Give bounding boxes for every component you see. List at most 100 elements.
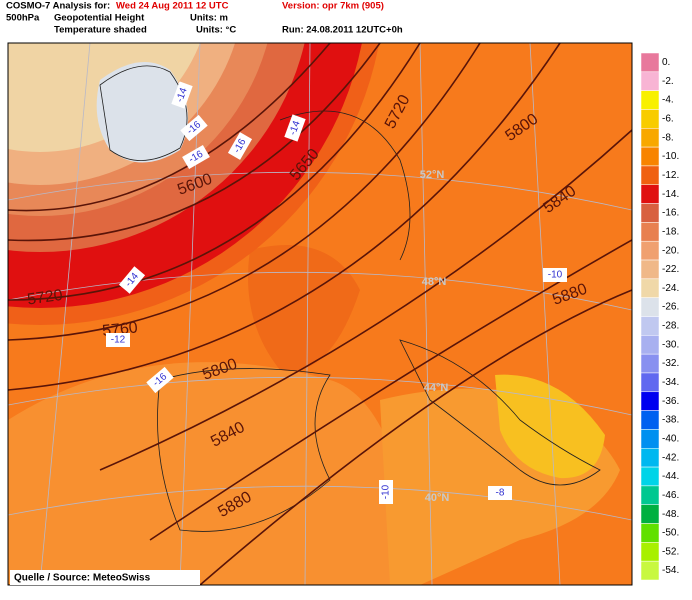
level: 500hPa bbox=[6, 13, 40, 24]
temperature-label: -16 bbox=[227, 132, 253, 160]
legend-label: -28. bbox=[662, 321, 679, 332]
legend-swatch bbox=[640, 71, 660, 91]
legend-swatch bbox=[640, 278, 660, 298]
temperature-label-bg bbox=[106, 333, 130, 347]
legend-label: -8. bbox=[662, 132, 674, 143]
map bbox=[8, 43, 632, 585]
legend-swatch bbox=[640, 297, 660, 317]
legend-swatch bbox=[640, 128, 660, 148]
temperature-label: -10 bbox=[543, 268, 567, 282]
legend-label: -34. bbox=[662, 377, 679, 388]
temperature-label-text: -14 bbox=[174, 86, 189, 104]
temperature-label: -16 bbox=[180, 114, 208, 142]
temperature-label: -14 bbox=[284, 114, 306, 142]
legend-swatch bbox=[640, 429, 660, 449]
legend-swatch bbox=[640, 523, 660, 543]
legend-label: -52. bbox=[662, 546, 679, 557]
temperature-label-bg bbox=[146, 366, 174, 394]
legend-label: -36. bbox=[662, 396, 679, 407]
legend-label: -18. bbox=[662, 226, 679, 237]
legend-label: 0. bbox=[662, 57, 670, 68]
legend-label: -38. bbox=[662, 415, 679, 426]
legend-swatch bbox=[640, 542, 660, 562]
temperature-label-bg bbox=[171, 81, 193, 109]
legend-swatch bbox=[640, 184, 660, 204]
legend-label: -6. bbox=[662, 114, 674, 125]
legend-swatch bbox=[640, 448, 660, 468]
legend-label: -40. bbox=[662, 433, 679, 444]
temperature-label: -16 bbox=[146, 366, 174, 394]
source-bg bbox=[10, 570, 200, 585]
temperature-label: -14 bbox=[118, 266, 146, 294]
map-frame bbox=[7, 42, 633, 586]
temperature-label-bg bbox=[180, 114, 208, 142]
legend-label: -20. bbox=[662, 245, 679, 256]
height-label: 5720 bbox=[26, 287, 64, 309]
legend-label: -50. bbox=[662, 528, 679, 539]
legend-swatch bbox=[640, 240, 660, 261]
legend-swatch bbox=[640, 109, 660, 129]
latitude-label: 44°N bbox=[424, 382, 449, 394]
legend-label: -54. bbox=[662, 565, 679, 576]
legend-label: -14. bbox=[662, 189, 679, 200]
temperature-label-bg bbox=[227, 132, 253, 160]
legend-label: -12. bbox=[662, 170, 679, 181]
legend-label: -32. bbox=[662, 358, 679, 369]
temperature-label: -14 bbox=[171, 81, 193, 109]
temperature-label-bg bbox=[543, 268, 567, 282]
latitude-label: 48°N bbox=[422, 276, 447, 288]
source: Quelle / Source: MeteoSwiss bbox=[14, 573, 151, 584]
temperature-label-text: -10 bbox=[381, 484, 392, 499]
legend-label: -30. bbox=[662, 339, 679, 350]
legend-label: -24. bbox=[662, 283, 679, 294]
field2: Temperature shaded bbox=[54, 25, 147, 36]
legend-label: -46. bbox=[662, 490, 679, 501]
legend-swatch bbox=[640, 316, 660, 336]
legend-swatch bbox=[640, 165, 660, 186]
legend-swatch bbox=[640, 410, 660, 430]
temperature-label-text: -10 bbox=[548, 270, 563, 281]
legend-swatch bbox=[640, 560, 660, 581]
field1: Geopotential Height bbox=[54, 13, 145, 24]
legend-swatch bbox=[640, 485, 660, 505]
legend-swatch bbox=[640, 504, 660, 524]
temperature-label-bg bbox=[284, 114, 306, 142]
field1-units: Units: m bbox=[190, 13, 228, 24]
legend-label: -4. bbox=[662, 95, 674, 106]
legend-swatch bbox=[640, 259, 660, 280]
latitude-label: 52°N bbox=[420, 169, 445, 181]
temperature-label-bg bbox=[488, 486, 512, 500]
legend-swatch bbox=[640, 146, 660, 167]
temperature-label: -8 bbox=[488, 486, 512, 500]
date: Wed 24 Aug 2011 12 UTC bbox=[116, 1, 229, 12]
legend-label: -10. bbox=[662, 151, 679, 162]
latitude-label: 40°N bbox=[425, 492, 450, 504]
legend-swatch bbox=[640, 203, 660, 223]
legend-label: -22. bbox=[662, 264, 679, 275]
legend-swatch bbox=[640, 353, 660, 374]
temperature-label-text: -8 bbox=[496, 488, 505, 499]
legend-label: -48. bbox=[662, 509, 679, 520]
legend-label: -2. bbox=[662, 76, 674, 87]
legend-swatch bbox=[640, 52, 660, 73]
temperature-label: -12 bbox=[106, 333, 130, 347]
legend-swatch bbox=[640, 391, 660, 411]
field2-units: Units: °C bbox=[196, 25, 236, 36]
temperature-label-text: -12 bbox=[111, 335, 126, 346]
temperature-label-bg bbox=[182, 144, 210, 170]
legend-swatch bbox=[640, 335, 660, 355]
temperature-label: -16 bbox=[182, 144, 210, 170]
legend-label: -26. bbox=[662, 302, 679, 313]
legend-swatch bbox=[640, 90, 660, 110]
temperature-label-bg bbox=[118, 266, 146, 294]
legend-swatch bbox=[640, 372, 660, 393]
temperature-label: -10 bbox=[379, 480, 393, 504]
legend-label: -42. bbox=[662, 452, 679, 463]
model-label: COSMO-7 Analysis for: bbox=[6, 1, 110, 12]
legend-label: -44. bbox=[662, 471, 679, 482]
version: Version: opr 7km (905) bbox=[282, 1, 384, 12]
legend-swatch bbox=[640, 222, 660, 242]
run: Run: 24.08.2011 12UTC+0h bbox=[282, 25, 403, 36]
temperature-label-bg bbox=[379, 480, 393, 504]
